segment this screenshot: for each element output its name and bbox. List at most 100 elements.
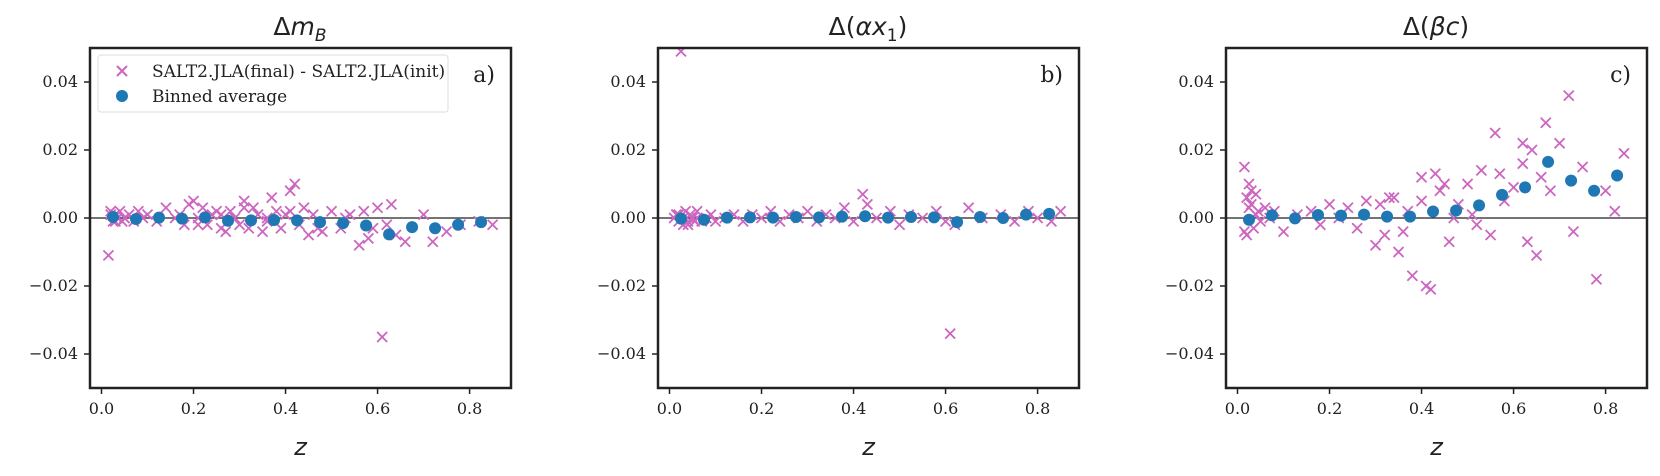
difference-point [1351, 222, 1363, 234]
binned-average-point [1542, 155, 1555, 168]
difference-point [358, 205, 370, 217]
difference-point [1054, 205, 1067, 217]
panel-a-title: ΔmB [273, 12, 326, 46]
binned-average-point [1519, 181, 1532, 194]
x-tick-label: 0.4 [273, 399, 298, 418]
difference-point [376, 331, 388, 343]
x-tick-label: 0.6 [1501, 399, 1526, 418]
difference-point [1425, 283, 1437, 296]
difference-point [1008, 215, 1021, 228]
legend-marker-dot [116, 90, 128, 102]
difference-point [266, 191, 278, 204]
x-tick-label: 0.8 [457, 399, 482, 418]
difference-point [1530, 249, 1543, 262]
binned-average-point [859, 210, 872, 223]
difference-point [160, 202, 172, 214]
difference-point [353, 239, 365, 251]
binned-average-point [153, 211, 166, 224]
difference-point [1471, 219, 1483, 231]
difference-point [1392, 246, 1405, 258]
difference-point [224, 205, 236, 217]
difference-point [870, 212, 883, 224]
binned-average-point [1611, 169, 1624, 182]
binned-average-point [790, 210, 803, 223]
difference-point [118, 212, 131, 224]
binned-average-point [452, 218, 465, 231]
x-tick-label: 0.8 [1593, 399, 1618, 418]
binned-average-point [767, 211, 780, 224]
binned-average-point [360, 219, 373, 232]
difference-point [939, 215, 952, 228]
difference-point [141, 208, 154, 221]
binned-average-point [882, 211, 895, 224]
difference-point [371, 202, 384, 214]
y-tick-label: −0.02 [29, 276, 78, 295]
difference-point [187, 195, 200, 207]
binned-average-point [928, 211, 941, 224]
x-axis-label: z [1429, 433, 1444, 461]
difference-point [1461, 178, 1474, 190]
y-tick-label: 0.04 [610, 72, 646, 91]
difference-point [1517, 157, 1529, 170]
difference-point [1429, 168, 1441, 180]
panel-c: −0.04 −0.02 0.00 0.02 0.04 0.0 0.2 0.4 0.6 0.8 z c) [1165, 46, 1649, 461]
y-tick-label: 0.00 [610, 208, 646, 227]
difference-point [1599, 185, 1612, 197]
difference-point [362, 232, 375, 245]
x-tick-label: 0.2 [181, 399, 206, 418]
difference-point [302, 229, 315, 241]
binned-average-point [268, 214, 281, 227]
difference-point [298, 202, 310, 214]
y-tick-label: 0.04 [42, 72, 78, 91]
difference-point [916, 212, 929, 224]
difference-point [755, 212, 768, 224]
difference-point [1397, 225, 1409, 238]
difference-point [1535, 171, 1547, 183]
binned-average-point [813, 211, 826, 224]
binned-average-point [176, 212, 189, 225]
difference-point [1576, 161, 1589, 173]
difference-point [1369, 239, 1382, 251]
difference-point [861, 198, 873, 211]
y-tick-label: 0.02 [42, 140, 78, 159]
difference-point [1484, 229, 1497, 241]
difference-point [1517, 137, 1529, 149]
difference-point [1406, 270, 1418, 282]
binned-average-point [1496, 188, 1509, 201]
binned-average-point [1565, 174, 1578, 187]
difference-point [1415, 195, 1428, 207]
difference-point [427, 236, 439, 248]
difference-point [440, 225, 453, 238]
binned-average-point [1473, 199, 1486, 212]
binned-average-point [1427, 205, 1440, 218]
panel-a: −0.04 −0.02 0.00 0.02 0.04 0.0 0.2 0.4 0.6 0.8 z a) [29, 46, 513, 461]
difference-point [325, 205, 338, 217]
difference-point [1031, 212, 1044, 224]
difference-point [1494, 168, 1506, 180]
difference-point [1526, 144, 1538, 156]
binned-average-point [1404, 210, 1417, 223]
difference-point [417, 208, 430, 221]
difference-point [1475, 164, 1487, 177]
x-axis-label: z [293, 433, 308, 461]
difference-point [220, 225, 232, 238]
x-tick-label: 0.4 [1409, 399, 1434, 418]
binned-average-point [1266, 209, 1279, 222]
legend-label-binned: Binned average [152, 87, 287, 107]
binned-average-point [1358, 208, 1371, 221]
difference-point [256, 225, 269, 238]
binned-average-point [383, 228, 396, 241]
difference-point [944, 327, 956, 340]
binned-average-point [951, 216, 964, 229]
binned-average-point [291, 214, 304, 227]
difference-point [709, 215, 722, 228]
y-tick-label: 0.00 [42, 208, 78, 227]
difference-point [1609, 205, 1621, 217]
difference-point [1521, 236, 1534, 248]
x-axis-label: z [861, 433, 876, 461]
x-tick-label: 0.4 [841, 399, 866, 418]
binned-average-point [698, 213, 711, 226]
difference-point [1360, 195, 1372, 207]
difference-point [1314, 219, 1326, 231]
panel-c-title: Δ(βc) [1403, 12, 1469, 41]
